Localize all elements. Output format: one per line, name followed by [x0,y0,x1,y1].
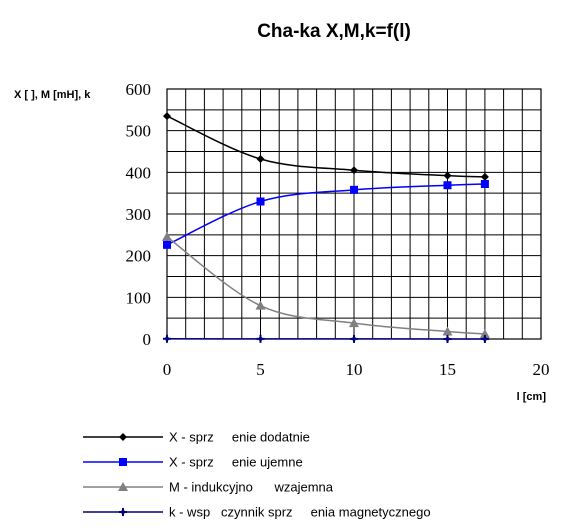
x-tick-label: 10 [346,360,363,379]
legend-marker-0 [119,433,127,441]
data-point-1 [443,181,452,190]
y-tick-label: 400 [126,163,152,182]
data-point-2 [255,300,266,310]
data-point-3 [480,334,489,343]
data-point-0 [163,112,171,121]
x-axis-label: l [cm] [517,391,547,403]
data-point-2 [349,318,359,328]
y-tick-label: 300 [126,205,152,224]
legend-label-0: X - sprz enie dodatnie [169,430,310,445]
data-point-3 [350,334,358,343]
grid [166,88,542,340]
series-markers [162,112,490,343]
y-tick-label: 100 [126,288,152,307]
x-tick-label: 15 [439,360,456,379]
series-line-0 [166,115,485,178]
legend-label-2: M - indukcyjno wzajemna [169,480,334,495]
y-tick-label: 0 [143,330,152,349]
legend-item-1: X - sprz enie ujemne [83,455,303,470]
legend: X - sprz enie dodatnie X - sprz enie ujem… [83,430,431,520]
series-lines [166,115,485,340]
legend-item-2: M - indukcyjno wzajemna [83,480,334,495]
data-point-2 [479,329,490,338]
data-point-2 [442,326,453,336]
data-point-3 [443,334,452,343]
data-point-1 [350,185,358,194]
x-tick-label: 20 [533,360,550,379]
legend-label-1: X - sprz enie ujemne [169,455,303,470]
y-tick-label: 600 [126,80,152,99]
data-point-1 [256,197,265,206]
y-axis-label: X [ ], M [mH], k [14,89,91,101]
data-point-2 [162,231,172,241]
x-tick-label: 0 [163,360,172,379]
y-tick-label: 500 [126,122,152,141]
legend-label-3: k - wsp czynnik sprz enia magnetycznego [169,505,431,520]
data-point-3 [256,334,265,343]
data-point-0 [350,166,358,175]
data-point-0 [443,171,452,180]
legend-marker-3 [119,508,127,516]
y-tick-label: 200 [126,247,152,266]
data-point-0 [480,172,489,181]
data-point-0 [256,155,265,163]
data-point-3 [163,334,171,343]
data-point-1 [163,240,171,249]
chart-title: Cha-ka X,M,k=f(l) [257,21,411,42]
legend-item-3: k - wsp czynnik sprz enia magnetycznego [83,505,431,520]
legend-item-0: X - sprz enie dodatnie [83,430,310,445]
series-line-2 [166,236,485,335]
x-tick-label: 5 [256,360,265,379]
series-line-1 [166,183,485,246]
data-point-1 [480,180,489,188]
legend-marker-1 [119,458,127,466]
legend-marker-2 [118,482,128,491]
